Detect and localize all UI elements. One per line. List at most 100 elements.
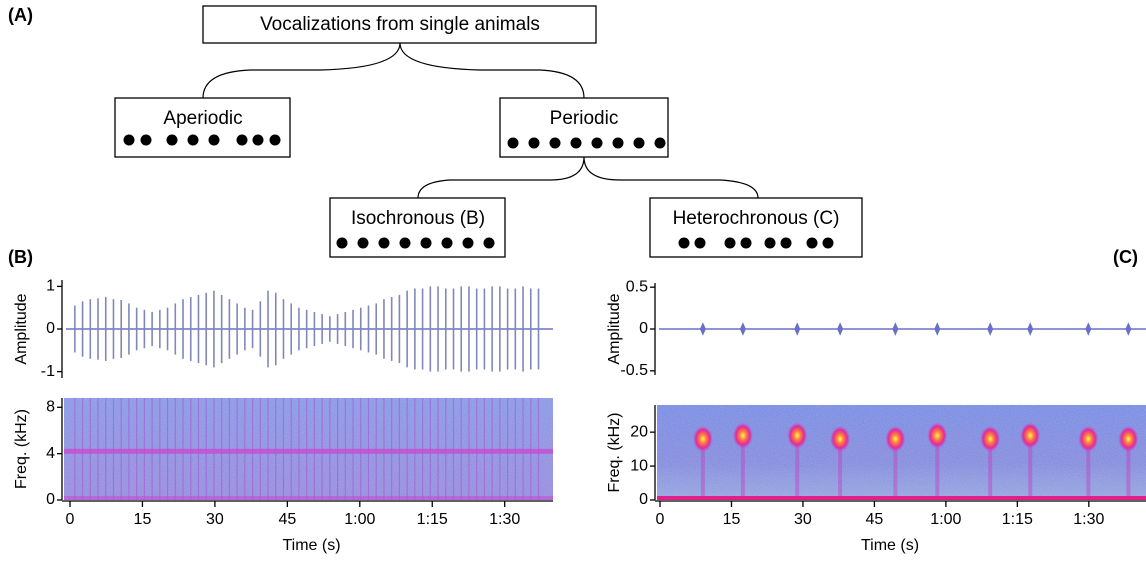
spectrogram-call (1020, 422, 1041, 449)
connector (583, 156, 759, 199)
dot (269, 134, 281, 146)
waveform-pulse (892, 322, 899, 336)
x-tick-label: 45 (866, 511, 884, 528)
dot (123, 134, 135, 146)
spectrogram-call (927, 422, 948, 449)
waveform-pulse (1085, 322, 1092, 336)
dot (357, 237, 369, 249)
y-tick-label: -1 (41, 363, 55, 380)
dot (654, 137, 666, 149)
y-tick-label: 1 (46, 278, 55, 295)
spectrogram-call (980, 425, 1001, 452)
x-tick-label: 1:00 (930, 511, 961, 528)
spectrogram-streak (935, 435, 940, 500)
waveform-pulse (739, 322, 746, 336)
waveform-pulse (934, 322, 941, 336)
x-tick-label: 0 (66, 511, 75, 528)
dot (378, 237, 390, 249)
panel-label: (C) (1113, 247, 1138, 267)
low-band (657, 496, 1146, 500)
dot (806, 237, 818, 249)
spectrogram-call (885, 425, 906, 452)
y-axis-label: Amplitude (13, 293, 30, 364)
dot (507, 137, 519, 149)
node-label: Isochronous (B) (351, 208, 485, 229)
x-tick-label: 30 (206, 511, 224, 528)
dot (420, 237, 432, 249)
dot (570, 137, 582, 149)
dot (483, 237, 495, 249)
y-tick-label: 4 (46, 445, 55, 462)
x-tick-label: 1:15 (417, 511, 448, 528)
dot (764, 237, 776, 249)
y-tick-label: 0 (639, 320, 648, 337)
y-tick-label: 20 (630, 423, 648, 440)
dot (399, 237, 411, 249)
x-axis-label: Time (s) (282, 537, 340, 554)
spectrogram-streak (740, 435, 745, 500)
dot (236, 134, 248, 146)
dominant-frequency-band (64, 448, 553, 454)
spectrogram-noise (657, 405, 1146, 500)
spectrogram-streak (795, 435, 800, 500)
dot (822, 237, 834, 249)
y-tick-label: 0 (639, 491, 648, 508)
dot (633, 137, 645, 149)
x-tick-label: 15 (723, 511, 741, 528)
spectrogram-call (692, 425, 713, 452)
y-tick-label: 10 (630, 457, 648, 474)
y-tick-label: 0 (46, 491, 55, 508)
dot (166, 134, 178, 146)
y-axis-label: Amplitude (606, 293, 623, 364)
spectrogram-call (1118, 425, 1139, 452)
waveform-pulse (1027, 322, 1034, 336)
connector (399, 42, 585, 99)
y-axis-label: Freq. (kHz) (606, 413, 623, 493)
spectrogram-call (732, 422, 753, 449)
spectrogram-call (830, 425, 851, 452)
waveform-pulse (699, 322, 706, 336)
dot (140, 134, 152, 146)
x-axis-label: Time (s) (861, 537, 919, 554)
x-tick-label: 1:30 (489, 511, 520, 528)
connector (202, 42, 401, 99)
dot (724, 237, 736, 249)
dot (336, 237, 348, 249)
waveform-pulse (1125, 322, 1132, 336)
panel-label: (B) (8, 247, 33, 267)
y-axis-label: Freq. (kHz) (13, 409, 30, 489)
dot (740, 237, 752, 249)
spectrogram-streak (838, 438, 843, 500)
x-tick-label: 15 (134, 511, 152, 528)
x-tick-label: 1:30 (1073, 511, 1104, 528)
x-tick-label: 45 (278, 511, 296, 528)
x-tick-label: 1:15 (1002, 511, 1033, 528)
dot (441, 237, 453, 249)
spectrogram-streak (1028, 435, 1033, 500)
y-tick-label: -0.5 (620, 362, 648, 379)
connector (417, 156, 585, 199)
node-label: Vocalizations from single animals (260, 14, 540, 35)
x-tick-label: 0 (656, 511, 665, 528)
y-tick-label: 0.5 (626, 278, 648, 295)
spectrogram-streak (1086, 438, 1091, 500)
dot (528, 137, 540, 149)
spectrogram-streak (1126, 438, 1131, 500)
dot (208, 134, 220, 146)
spectrogram-streak (700, 438, 705, 500)
dot (612, 137, 624, 149)
panel-label: (A) (8, 5, 33, 25)
node-box (329, 197, 506, 258)
dot (780, 237, 792, 249)
waveform-pulse (987, 322, 994, 336)
low-band (64, 496, 553, 500)
waveform-pulse (837, 322, 844, 336)
node-label: Heterochronous (C) (673, 208, 840, 229)
spectrogram-call (1078, 425, 1099, 452)
dot-patterns (123, 134, 834, 249)
dot (252, 134, 264, 146)
spectrogram-streak (988, 438, 993, 500)
y-tick-label: 0 (46, 320, 55, 337)
dot (549, 137, 561, 149)
